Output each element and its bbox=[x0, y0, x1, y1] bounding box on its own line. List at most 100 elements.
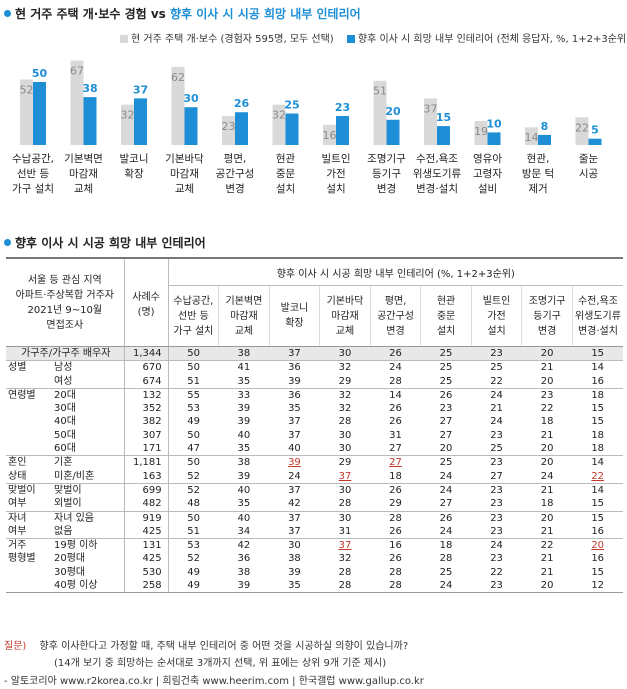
value-cell: 26 bbox=[370, 415, 421, 428]
value-cell: 23 bbox=[521, 387, 573, 403]
sample-size-cell: 382 bbox=[124, 415, 169, 429]
value-text: 21 bbox=[540, 525, 554, 537]
value-cell: 26 bbox=[370, 482, 421, 498]
value-text: 16 bbox=[591, 375, 605, 387]
value-text: 15 bbox=[591, 403, 605, 415]
value-cell: 35 bbox=[269, 579, 320, 594]
value-text: 37 bbox=[288, 484, 301, 496]
question-note: (14개 보기 중 희망하는 순서대로 3개까지 선택, 위 표에는 상위 9개… bbox=[54, 658, 387, 669]
column-header-0: 수납공간, 선반 등 가구 설치 bbox=[168, 285, 220, 347]
sample-size-cell: 425 bbox=[124, 524, 169, 539]
value-text: 24 bbox=[288, 470, 301, 482]
column-header-line: 교체 bbox=[335, 325, 355, 337]
value-text: 28 bbox=[338, 416, 352, 428]
bar-series2-1 bbox=[83, 97, 97, 145]
value-cell: 32 bbox=[319, 387, 371, 403]
value-cell: 53 bbox=[168, 538, 219, 553]
bar-series1-10 bbox=[525, 127, 538, 145]
column-header-line: 선반 등 bbox=[177, 310, 209, 322]
value-cell: 52 bbox=[168, 482, 219, 498]
sample-size-cell: 1,344 bbox=[124, 346, 169, 361]
value-cell: 21 bbox=[521, 482, 573, 498]
bar-series2-2 bbox=[134, 98, 147, 145]
category-label-11-1: 시공 bbox=[579, 168, 599, 180]
bar-series2-3 bbox=[184, 107, 198, 145]
column-header-line: 현관 bbox=[436, 295, 456, 307]
value-text: 25 bbox=[439, 362, 453, 374]
value-text: 23 bbox=[490, 429, 503, 441]
value-cell: 39 bbox=[219, 470, 270, 484]
bar-series2-11 bbox=[588, 138, 602, 145]
value-text: 16 bbox=[591, 553, 605, 565]
value-text: 20 bbox=[540, 443, 554, 455]
value-cell: 28 bbox=[370, 579, 421, 594]
value-text: 14 bbox=[591, 457, 605, 469]
value-text: 34 bbox=[237, 525, 251, 537]
question-text: 향후 이사한다고 가정할 때, 주택 내부 인테리어 중 어떤 것을 시공하실 … bbox=[39, 641, 409, 652]
bar-series1-11 bbox=[575, 117, 589, 145]
table-title-text: 향후 이사 시 시공 희망 내부 인테리어 bbox=[15, 236, 206, 250]
value-cell: 20 bbox=[572, 538, 623, 553]
value-cell: 49 bbox=[168, 566, 219, 579]
value-cell: 32 bbox=[320, 402, 371, 415]
value-text: 20 bbox=[439, 443, 453, 455]
category-label-8-2: 변경·설치 bbox=[416, 182, 458, 195]
value-text: 25 bbox=[439, 348, 453, 359]
value-cell: 32 bbox=[319, 360, 371, 375]
value-text: 37 bbox=[288, 416, 301, 428]
column-header-3: 기본바닥 마감재 교체 bbox=[319, 285, 371, 347]
value-cell: 30 bbox=[319, 346, 371, 361]
value-text: 24 bbox=[490, 416, 503, 428]
category-label-1-1: 마감재 bbox=[69, 168, 98, 180]
value-cell: 15 bbox=[572, 346, 623, 361]
value-text: 49 bbox=[187, 580, 200, 592]
category-label-8-1: 위생도기류 bbox=[413, 167, 462, 180]
legend-item-series2: 향후 이사 시 희망 내부 인테리어 (전체 응답자, %, 1+2+3순위) bbox=[346, 34, 627, 45]
category-label-3-0: 기본바닥 bbox=[165, 153, 204, 165]
value-text: 25 bbox=[490, 362, 503, 374]
value-cell: 50 bbox=[168, 360, 219, 375]
value-text: 27 bbox=[389, 457, 402, 469]
value-text: 37 bbox=[288, 512, 301, 524]
table-row: 거주 19평 이하 131 53 42 30 37 16 18 24 22 20 bbox=[6, 538, 623, 553]
column-header-line: 평면, bbox=[384, 295, 407, 307]
value-label-series1-7: 51 bbox=[373, 85, 387, 98]
value-cell: 37 bbox=[269, 415, 320, 428]
category-label-5-2: 설치 bbox=[276, 183, 295, 195]
value-cell: 27 bbox=[370, 442, 421, 456]
value-cell: 21 bbox=[522, 566, 573, 579]
column-header-line: 마감재 bbox=[230, 310, 258, 322]
value-text: 52 bbox=[187, 484, 200, 496]
value-cell: 21 bbox=[522, 552, 573, 565]
row-label: 가구주/가구주 배우자 bbox=[6, 346, 125, 361]
value-text: 27 bbox=[439, 416, 453, 428]
row-label: 혼인 기혼 bbox=[6, 455, 125, 470]
category-label-5-0: 현관 bbox=[276, 153, 296, 165]
row-sub-label: 40대 bbox=[54, 416, 76, 428]
value-label-series2-11: 5 bbox=[591, 124, 599, 137]
value-text: 28 bbox=[439, 553, 453, 565]
value-cell: 27 bbox=[421, 429, 472, 442]
value-text: 28 bbox=[338, 580, 352, 592]
value-label-series2-9: 10 bbox=[486, 117, 502, 130]
column-header-line: 가전 bbox=[487, 310, 506, 322]
table-row: 여성 674 51 35 39 29 28 25 22 20 16 bbox=[6, 374, 623, 389]
value-cell: 39 bbox=[219, 415, 270, 428]
value-cell: 22 bbox=[471, 375, 522, 389]
bar-series2-4 bbox=[235, 112, 248, 145]
column-header-line: 설치 bbox=[487, 325, 506, 337]
column-header-line: 중문 bbox=[436, 310, 456, 322]
bar-series1-5 bbox=[272, 104, 286, 145]
value-cell: 52 bbox=[168, 470, 219, 484]
value-cell: 24 bbox=[522, 470, 573, 484]
value-text: 21 bbox=[540, 566, 554, 578]
bar-series1-0 bbox=[20, 79, 33, 145]
value-text: 36 bbox=[237, 553, 251, 565]
value-text: 52 bbox=[187, 470, 200, 482]
value-text: 18 bbox=[591, 389, 605, 401]
value-text: 26 bbox=[439, 389, 453, 401]
value-cell: 40 bbox=[219, 429, 270, 442]
category-label-10-0: 현관, bbox=[527, 153, 550, 165]
value-cell: 35 bbox=[269, 402, 320, 415]
value-label-series1-8: 37 bbox=[424, 102, 438, 115]
